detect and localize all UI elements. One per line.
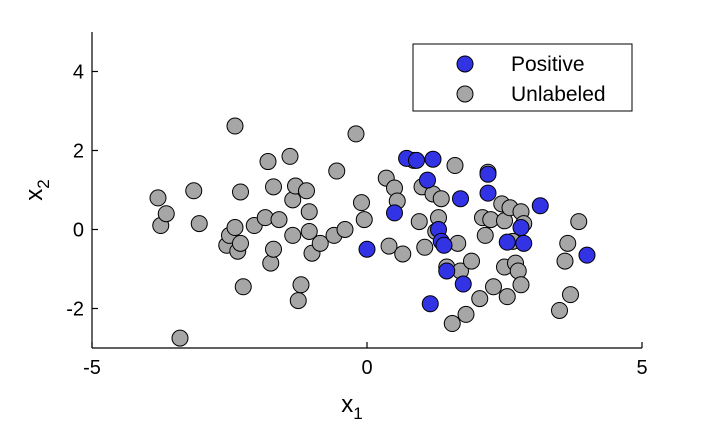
point-positive — [531, 197, 549, 215]
point-unlabeled — [171, 329, 189, 347]
point-unlabeled — [265, 178, 282, 196]
point-unlabeled — [149, 189, 167, 207]
x-tick-label: 0 — [361, 357, 372, 379]
point-unlabeled — [410, 213, 428, 231]
point-positive — [512, 219, 530, 237]
point-unlabeled — [232, 234, 249, 252]
x-tick-label: -5 — [83, 357, 101, 379]
point-positive — [479, 184, 497, 202]
legend-marker-unlabeled — [456, 85, 474, 103]
point-unlabeled — [446, 157, 464, 175]
point-unlabeled — [157, 205, 175, 223]
x-axis-label: x1 — [341, 391, 362, 423]
point-unlabeled — [416, 238, 434, 256]
point-unlabeled — [300, 203, 318, 221]
point-unlabeled — [185, 182, 203, 200]
point-unlabeled — [443, 315, 461, 333]
point-positive — [408, 151, 425, 169]
point-positive — [424, 150, 442, 168]
point-unlabeled — [353, 194, 370, 212]
axes: -5 0 5 -2 0 2 4 — [66, 32, 648, 379]
y-tick-label: 0 — [73, 220, 84, 242]
point-unlabeled — [463, 252, 480, 270]
point-unlabeled — [311, 234, 329, 252]
y-tick-label: 2 — [73, 141, 84, 163]
point-positive — [419, 171, 436, 189]
point-unlabeled — [226, 117, 244, 135]
point-unlabeled — [394, 245, 412, 263]
point-unlabeled — [265, 240, 282, 258]
legend: Positive Unlabeled — [412, 43, 633, 112]
point-positive — [438, 262, 456, 280]
y-ticks: -2 0 2 4 — [66, 62, 98, 321]
x-ticks: -5 0 5 — [83, 342, 648, 379]
point-unlabeled — [556, 252, 574, 270]
legend-label-unlabeled: Unlabeled — [511, 83, 606, 106]
point-unlabeled — [347, 125, 365, 143]
point-unlabeled — [476, 226, 494, 244]
point-positive — [386, 204, 403, 222]
y-axis-label-subscript: 2 — [34, 179, 53, 188]
point-unlabeled — [562, 286, 579, 304]
point-unlabeled — [289, 292, 307, 310]
point-unlabeled — [262, 254, 280, 272]
y-axis-label: x2 — [21, 179, 53, 200]
point-unlabeled — [336, 221, 354, 238]
point-positive — [421, 295, 439, 313]
x-tick-label: 5 — [636, 357, 647, 379]
point-unlabeled — [226, 219, 244, 237]
point-positive — [479, 165, 497, 183]
point-unlabeled — [259, 153, 277, 171]
point-unlabeled — [284, 191, 302, 209]
y-axis-label-group: x2 — [21, 179, 53, 200]
series-positive — [358, 149, 596, 313]
point-unlabeled — [485, 278, 502, 296]
legend-label-positive: Positive — [511, 53, 585, 76]
point-unlabeled — [471, 290, 489, 308]
legend-box — [412, 43, 633, 112]
point-unlabeled — [298, 182, 315, 200]
point-unlabeled — [300, 222, 318, 240]
point-unlabeled — [498, 288, 516, 306]
point-unlabeled — [570, 213, 588, 231]
point-unlabeled — [457, 305, 475, 323]
point-unlabeled — [190, 215, 208, 233]
point-unlabeled — [355, 211, 373, 229]
point-unlabeled — [559, 234, 577, 252]
point-positive — [498, 233, 516, 251]
point-positive — [452, 190, 469, 208]
point-unlabeled — [292, 276, 310, 294]
point-unlabeled — [328, 162, 346, 180]
point-unlabeled — [432, 190, 450, 208]
y-tick-label: -2 — [66, 299, 84, 321]
point-unlabeled — [284, 226, 302, 244]
point-unlabeled — [270, 211, 288, 229]
point-positive — [454, 275, 472, 293]
point-unlabeled — [551, 301, 568, 319]
point-unlabeled — [234, 278, 252, 296]
point-positive — [515, 234, 533, 252]
point-unlabeled — [509, 262, 527, 280]
point-positive — [578, 246, 596, 264]
point-unlabeled — [380, 237, 398, 255]
point-positive — [358, 240, 376, 258]
x-axis-label-subscript: 1 — [353, 404, 362, 423]
point-unlabeled — [232, 183, 249, 201]
point-unlabeled — [281, 147, 299, 165]
y-tick-label: 4 — [73, 62, 84, 84]
legend-marker-positive — [456, 55, 474, 73]
point-unlabeled — [512, 276, 530, 294]
point-positive — [435, 236, 453, 254]
